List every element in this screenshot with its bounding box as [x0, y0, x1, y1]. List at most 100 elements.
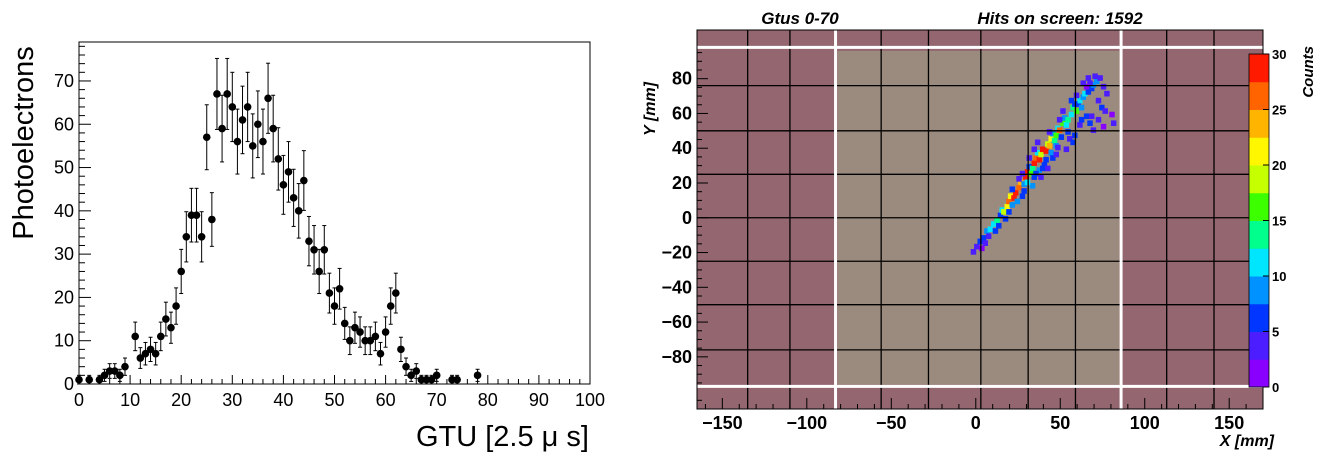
- colorbar-segment: [1249, 187, 1269, 194]
- hit-pixel: [980, 235, 987, 241]
- data-point: [248, 142, 257, 150]
- colorbar-segment: [1249, 276, 1269, 283]
- hit-pixel: [1039, 146, 1046, 153]
- data-point: [116, 371, 124, 380]
- hit-pixel: [1068, 111, 1075, 118]
- data-point: [279, 181, 288, 189]
- colorbar-segment: [1249, 375, 1269, 382]
- colorbar-tick-label: 20: [1272, 158, 1286, 173]
- colorbar-segment: [1249, 309, 1269, 316]
- hit-pixel: [1110, 120, 1117, 127]
- data-point: [136, 354, 145, 362]
- data-point: [218, 124, 226, 133]
- hit-pixel: [1056, 127, 1063, 133]
- hit-pixel: [1050, 130, 1056, 137]
- hit-pixel: [1048, 136, 1054, 142]
- right-x-tick-label: 100: [1130, 413, 1160, 433]
- hit-pixel: [1073, 108, 1080, 114]
- hit-pixel: [1045, 165, 1051, 172]
- colorbar-tick-label: 30: [1272, 47, 1286, 62]
- data-point: [402, 362, 410, 371]
- hit-pixel: [974, 243, 980, 250]
- hit-pixel: [1031, 146, 1037, 153]
- data-point: [254, 120, 262, 129]
- hit-pixel: [1060, 108, 1066, 114]
- right-x-tick-label: −50: [876, 413, 907, 433]
- data-point: [330, 302, 339, 310]
- colorbar-segment: [1249, 159, 1269, 166]
- hit-pixel: [1087, 120, 1093, 127]
- left-y-tick-label: 70: [54, 71, 74, 91]
- colorbar-segment: [1249, 364, 1269, 371]
- data-point: [427, 375, 436, 384]
- colorbar-segment: [1249, 292, 1269, 299]
- hit-pixel: [990, 221, 997, 227]
- data-point: [197, 233, 206, 241]
- hit-pixel: [1028, 170, 1034, 177]
- data-point: [177, 267, 185, 276]
- hit-pixel: [1023, 174, 1029, 180]
- colorbar-segment: [1249, 342, 1269, 349]
- colorbar-segment: [1249, 314, 1269, 321]
- colorbar-segment: [1249, 325, 1269, 332]
- hit-pixel: [1083, 113, 1090, 120]
- right-x-tick-label: −100: [787, 413, 828, 433]
- hit-pixel: [1039, 165, 1046, 172]
- colorbar-segment: [1249, 214, 1269, 221]
- hit-pixel: [1050, 155, 1056, 161]
- colorbar-segment: [1249, 337, 1269, 344]
- hit-pixel: [985, 233, 992, 240]
- data-point: [432, 371, 441, 380]
- hit-pixel: [1077, 122, 1083, 128]
- hit-pixel: [1002, 216, 1009, 222]
- hit-pixel: [1046, 143, 1053, 149]
- hit-pixel: [1088, 113, 1095, 120]
- data-point: [356, 328, 364, 336]
- hit-pixel: [1075, 101, 1081, 107]
- data-point: [182, 233, 191, 241]
- data-point: [110, 367, 119, 375]
- hit-pixel: [970, 249, 977, 255]
- hit-pixel: [1006, 209, 1012, 215]
- hit-pixel: [996, 222, 1002, 229]
- left-x-tick-label: 100: [575, 390, 605, 410]
- hit-pixel: [1034, 149, 1041, 156]
- hit-pixel: [1011, 195, 1017, 201]
- colorbar-tick-label: 25: [1272, 103, 1286, 118]
- colorbar-segment: [1249, 237, 1269, 244]
- colorbar-segment: [1249, 70, 1269, 77]
- colorbar-tick-label: 0: [1272, 380, 1279, 395]
- colorbar-segment: [1249, 181, 1269, 188]
- data-point: [351, 323, 359, 332]
- hit-pixel: [1036, 156, 1043, 163]
- left-y-tick-label: 40: [54, 201, 74, 221]
- colorbar-segment: [1249, 120, 1269, 127]
- hit-pixel: [1109, 111, 1115, 118]
- hit-pixel: [1087, 80, 1093, 87]
- hit-pixel: [1014, 198, 1021, 205]
- colorbar-segment: [1249, 287, 1269, 294]
- hit-pixel: [1092, 73, 1098, 80]
- left-x-axis-label: GTU [2.5 μ s]: [416, 421, 589, 453]
- colorbar-tick-label: 5: [1272, 325, 1279, 340]
- hit-pixel: [1036, 167, 1043, 173]
- right-x-tick-label: 150: [1214, 413, 1244, 433]
- colorbar-segment: [1249, 248, 1269, 255]
- data-point: [340, 319, 349, 328]
- colorbar-segment: [1249, 137, 1269, 144]
- colorbar-segment: [1249, 226, 1269, 233]
- hit-pixel: [1009, 202, 1016, 208]
- hit-pixel: [1026, 155, 1032, 161]
- data-point: [473, 371, 482, 380]
- colorbar-segment: [1249, 59, 1269, 66]
- right-y-tick-label: 20: [672, 173, 692, 193]
- data-point: [233, 137, 242, 146]
- left-x-tick-label: 90: [529, 390, 549, 410]
- data-point: [223, 90, 231, 98]
- colorbar-segment: [1249, 198, 1269, 205]
- data-point: [294, 207, 303, 215]
- left-y-tick-label: 0: [64, 374, 74, 394]
- hit-pixel: [1060, 120, 1066, 127]
- right-x-tick-label: 0: [971, 413, 981, 433]
- data-point: [392, 289, 400, 297]
